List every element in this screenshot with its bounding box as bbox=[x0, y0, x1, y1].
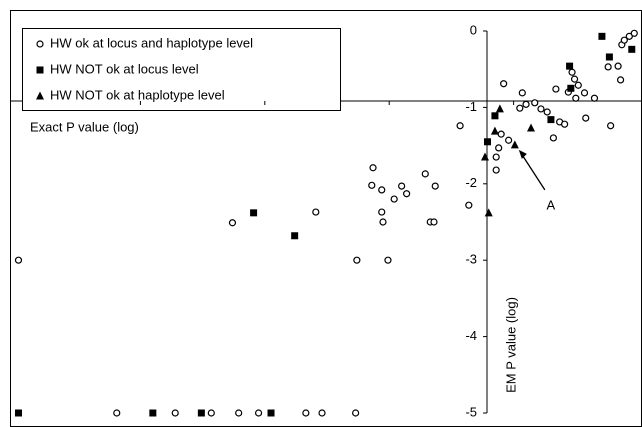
point bbox=[505, 136, 513, 144]
point bbox=[456, 122, 464, 130]
point bbox=[598, 32, 606, 40]
point bbox=[628, 45, 636, 53]
point bbox=[537, 105, 545, 113]
point bbox=[352, 409, 360, 417]
point bbox=[518, 89, 526, 97]
point bbox=[378, 208, 386, 216]
point bbox=[267, 409, 275, 417]
point bbox=[547, 116, 555, 124]
point bbox=[207, 409, 215, 417]
point bbox=[580, 89, 589, 97]
point bbox=[312, 208, 320, 216]
point bbox=[431, 182, 439, 190]
point bbox=[570, 75, 579, 83]
point bbox=[384, 256, 392, 264]
point bbox=[483, 138, 491, 146]
point bbox=[510, 140, 519, 149]
point bbox=[480, 152, 489, 161]
point bbox=[318, 409, 326, 417]
legend-label: HW ok at locus and haplotype level bbox=[50, 35, 253, 50]
point bbox=[574, 81, 582, 89]
point bbox=[228, 219, 237, 227]
point bbox=[14, 409, 22, 417]
point bbox=[549, 134, 558, 142]
y-tick-label: -5 bbox=[465, 404, 477, 419]
point bbox=[484, 208, 493, 217]
point bbox=[490, 126, 499, 135]
point bbox=[552, 85, 560, 93]
point bbox=[465, 201, 473, 209]
point bbox=[500, 80, 508, 88]
legend-marker bbox=[36, 40, 44, 48]
point bbox=[527, 123, 536, 132]
point bbox=[14, 256, 23, 264]
point bbox=[590, 94, 599, 102]
point bbox=[302, 409, 310, 417]
point bbox=[582, 114, 590, 122]
point bbox=[491, 112, 499, 120]
point bbox=[421, 170, 429, 178]
point bbox=[291, 232, 299, 240]
point bbox=[572, 94, 580, 102]
point bbox=[113, 409, 121, 417]
point bbox=[630, 29, 638, 37]
point bbox=[495, 144, 503, 152]
legend-box bbox=[22, 28, 341, 111]
point bbox=[149, 409, 157, 417]
point bbox=[403, 190, 411, 198]
point bbox=[616, 76, 625, 84]
y-tick-label: -4 bbox=[465, 328, 477, 343]
point bbox=[197, 409, 205, 417]
point bbox=[620, 36, 628, 44]
annotation-arrowhead bbox=[518, 149, 527, 159]
annotation-arrow bbox=[520, 152, 546, 191]
point bbox=[235, 409, 243, 417]
point bbox=[390, 195, 398, 203]
legend-label: HW NOT ok at haplotype level bbox=[50, 87, 225, 102]
point bbox=[561, 120, 569, 128]
y-tick-label: -1 bbox=[465, 99, 477, 114]
point bbox=[568, 68, 576, 76]
point bbox=[492, 153, 500, 161]
point bbox=[250, 209, 258, 217]
point bbox=[171, 409, 179, 417]
point bbox=[605, 53, 613, 61]
point bbox=[566, 62, 574, 70]
point bbox=[430, 218, 438, 226]
y-tick-label: 0 bbox=[470, 22, 477, 37]
point bbox=[531, 99, 539, 107]
annotation: A bbox=[547, 197, 556, 212]
legend-marker bbox=[36, 66, 44, 74]
point bbox=[497, 130, 505, 138]
point bbox=[368, 181, 376, 189]
legend-marker bbox=[36, 91, 44, 100]
point bbox=[378, 186, 386, 194]
point bbox=[543, 108, 551, 116]
point bbox=[254, 409, 263, 417]
point bbox=[398, 182, 406, 190]
y-tick-label: -3 bbox=[465, 252, 477, 267]
point bbox=[522, 100, 530, 108]
point bbox=[495, 104, 504, 113]
x-axis-label: Exact P value (log) bbox=[30, 119, 139, 134]
point bbox=[369, 164, 377, 172]
point bbox=[567, 84, 575, 92]
point bbox=[516, 104, 524, 112]
legend-label: HW NOT ok at locus level bbox=[50, 61, 199, 76]
point bbox=[492, 166, 500, 174]
point bbox=[607, 122, 615, 130]
point bbox=[614, 62, 622, 70]
point bbox=[379, 218, 387, 226]
point bbox=[353, 256, 361, 264]
y-tick-label: -2 bbox=[465, 175, 477, 190]
y-axis-label: EM P value (log) bbox=[503, 297, 518, 393]
point bbox=[625, 32, 633, 40]
point bbox=[604, 63, 612, 71]
